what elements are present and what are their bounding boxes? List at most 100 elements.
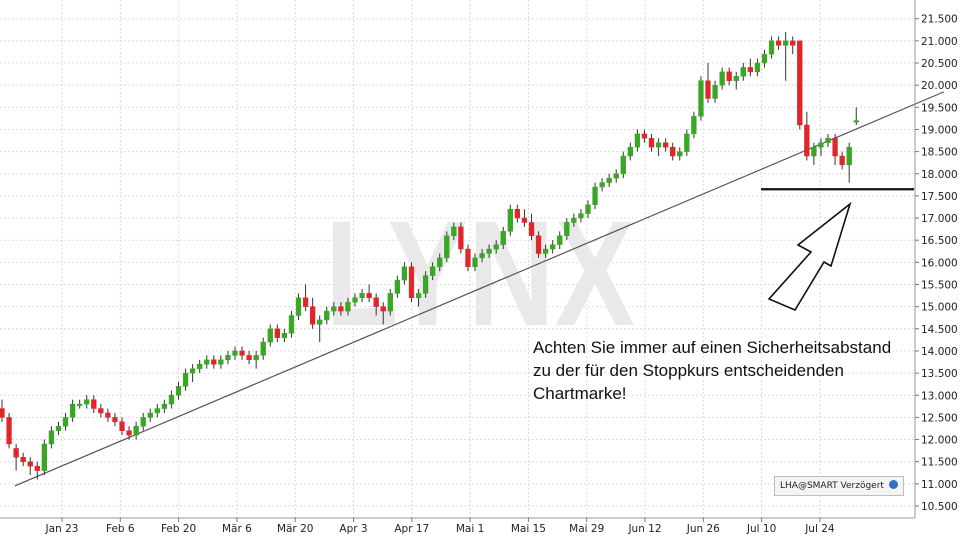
candle-up [225, 350, 231, 365]
candle-body [373, 297, 379, 307]
candle-up [542, 244, 549, 258]
candle-body [507, 208, 513, 232]
candle-body [394, 279, 401, 294]
y-tick-label: 14.000 [921, 346, 958, 358]
candle-up [691, 111, 697, 139]
candle-down [13, 443, 19, 471]
candle-up [41, 439, 48, 475]
candle-up [627, 142, 633, 161]
candle-up [437, 253, 443, 272]
candle-down [670, 142, 676, 161]
y-tick-label: 20.500 [921, 58, 958, 70]
candle-body [733, 76, 739, 81]
y-tick-label: 12.500 [921, 412, 958, 424]
candle-up [479, 249, 485, 263]
x-tick-label: Jun 26 [686, 523, 720, 535]
candle-body [747, 67, 754, 73]
candle-body [493, 244, 499, 250]
candle-down [119, 417, 125, 436]
y-tick-label: 21.500 [921, 14, 958, 26]
candle-down [0, 399, 5, 422]
candle-body [444, 235, 450, 259]
candle-body [754, 62, 761, 73]
candle-down [302, 284, 309, 312]
candle-body [338, 306, 344, 312]
candle-up [783, 31, 789, 81]
candle-body [761, 53, 768, 64]
candle-body [564, 222, 570, 237]
candle-down [6, 412, 12, 449]
candle-down [458, 222, 464, 254]
candle-up [267, 324, 273, 347]
candle-up [620, 151, 626, 179]
candle-body [775, 40, 782, 46]
candle-body [790, 40, 796, 46]
candle-body [430, 266, 436, 276]
candles-layer [0, 31, 859, 480]
candle-down [662, 138, 669, 152]
candle-body [98, 408, 104, 414]
candle-up [578, 209, 584, 223]
candle-body [818, 142, 824, 148]
candle-body [253, 355, 259, 361]
candle-body [154, 408, 160, 414]
x-tick-label: Jul 24 [804, 523, 835, 535]
candle-body [740, 67, 746, 77]
candle-body [542, 248, 549, 254]
candle-down [832, 133, 838, 165]
candle-up [204, 355, 210, 369]
candle-body [232, 350, 238, 356]
candle-body [451, 226, 457, 237]
candle-down [775, 36, 782, 50]
y-tick-label: 11.000 [921, 479, 958, 491]
candle-body [726, 71, 732, 81]
candle-body [719, 71, 725, 86]
candle-body [500, 231, 506, 245]
x-tick-label: Apr 17 [394, 523, 429, 535]
candle-body [309, 306, 316, 325]
candle-up [415, 288, 422, 307]
candle-body [175, 386, 182, 396]
candle-down [309, 297, 316, 329]
candle-down [797, 40, 803, 130]
candle-up [444, 231, 450, 263]
lynx-watermark: LYNX [325, 189, 635, 357]
candle-body [408, 266, 415, 299]
candle-up [281, 328, 288, 343]
candle-up [55, 421, 62, 436]
candle-body [246, 355, 252, 361]
candle-down [239, 346, 245, 360]
candle-body [359, 293, 365, 299]
candle-down [380, 302, 386, 325]
candle-up [182, 368, 189, 391]
x-tick-label: Feb 20 [161, 523, 196, 535]
candle-up [768, 36, 775, 59]
candle-body [69, 403, 76, 418]
candle-up [430, 262, 436, 281]
annotation-line-2: zu der für den Stoppkurs entscheidenden [533, 361, 844, 380]
x-tick-label: Jan 23 [45, 523, 79, 535]
candle-up [634, 129, 641, 152]
candle-up [571, 213, 577, 227]
candle-up [818, 138, 824, 157]
candle-up [84, 395, 90, 409]
candle-body [458, 226, 464, 250]
candle-body [599, 182, 605, 188]
y-tick-label: 15.500 [921, 280, 958, 292]
annotation-text: Achten Sie immer auf einen Sicherheitsab… [533, 336, 913, 405]
candle-up [387, 288, 393, 316]
candle-up [684, 129, 690, 157]
candle-body [62, 417, 69, 427]
candle-up [288, 311, 295, 338]
candle-body [267, 328, 273, 343]
candle-down [274, 324, 280, 343]
candle-up [585, 200, 591, 219]
candle-body [20, 457, 26, 462]
candle-up [677, 147, 683, 161]
trendline [14, 91, 945, 487]
candle-up [451, 222, 457, 241]
candle-body [295, 297, 302, 316]
candle-body [825, 138, 831, 143]
candle-down [27, 457, 33, 475]
candle-body [380, 306, 386, 312]
